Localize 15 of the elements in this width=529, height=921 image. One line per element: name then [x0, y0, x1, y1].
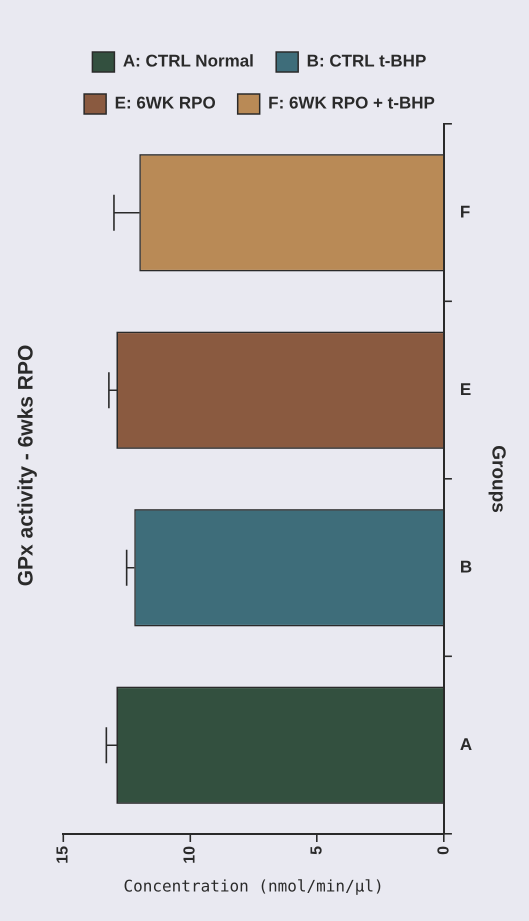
legend-label: F: 6WK RPO + t-BHP: [268, 94, 435, 113]
text: GPx activity - 6wks RPO: [14, 344, 38, 586]
legend-label: E: 6WK RPO: [114, 94, 216, 113]
y-axis-title: Groups: [487, 445, 508, 513]
x-tick-label: 5: [308, 846, 326, 855]
legend-label: A: CTRL Normal: [122, 52, 254, 71]
legend-label: B: CTRL t-BHP: [306, 52, 426, 71]
x-tick-label: 10: [182, 846, 199, 864]
y-tick-label: E: [460, 380, 472, 399]
x-tick-label: 15: [54, 846, 72, 864]
x-tick-label: 0: [435, 846, 452, 855]
y-tick-label: B: [460, 557, 472, 576]
y-tick-label: F: [460, 202, 470, 222]
y-tick-label: A: [460, 734, 472, 754]
x-axis-title: Concentration (nmol/min/µl): [124, 876, 384, 896]
